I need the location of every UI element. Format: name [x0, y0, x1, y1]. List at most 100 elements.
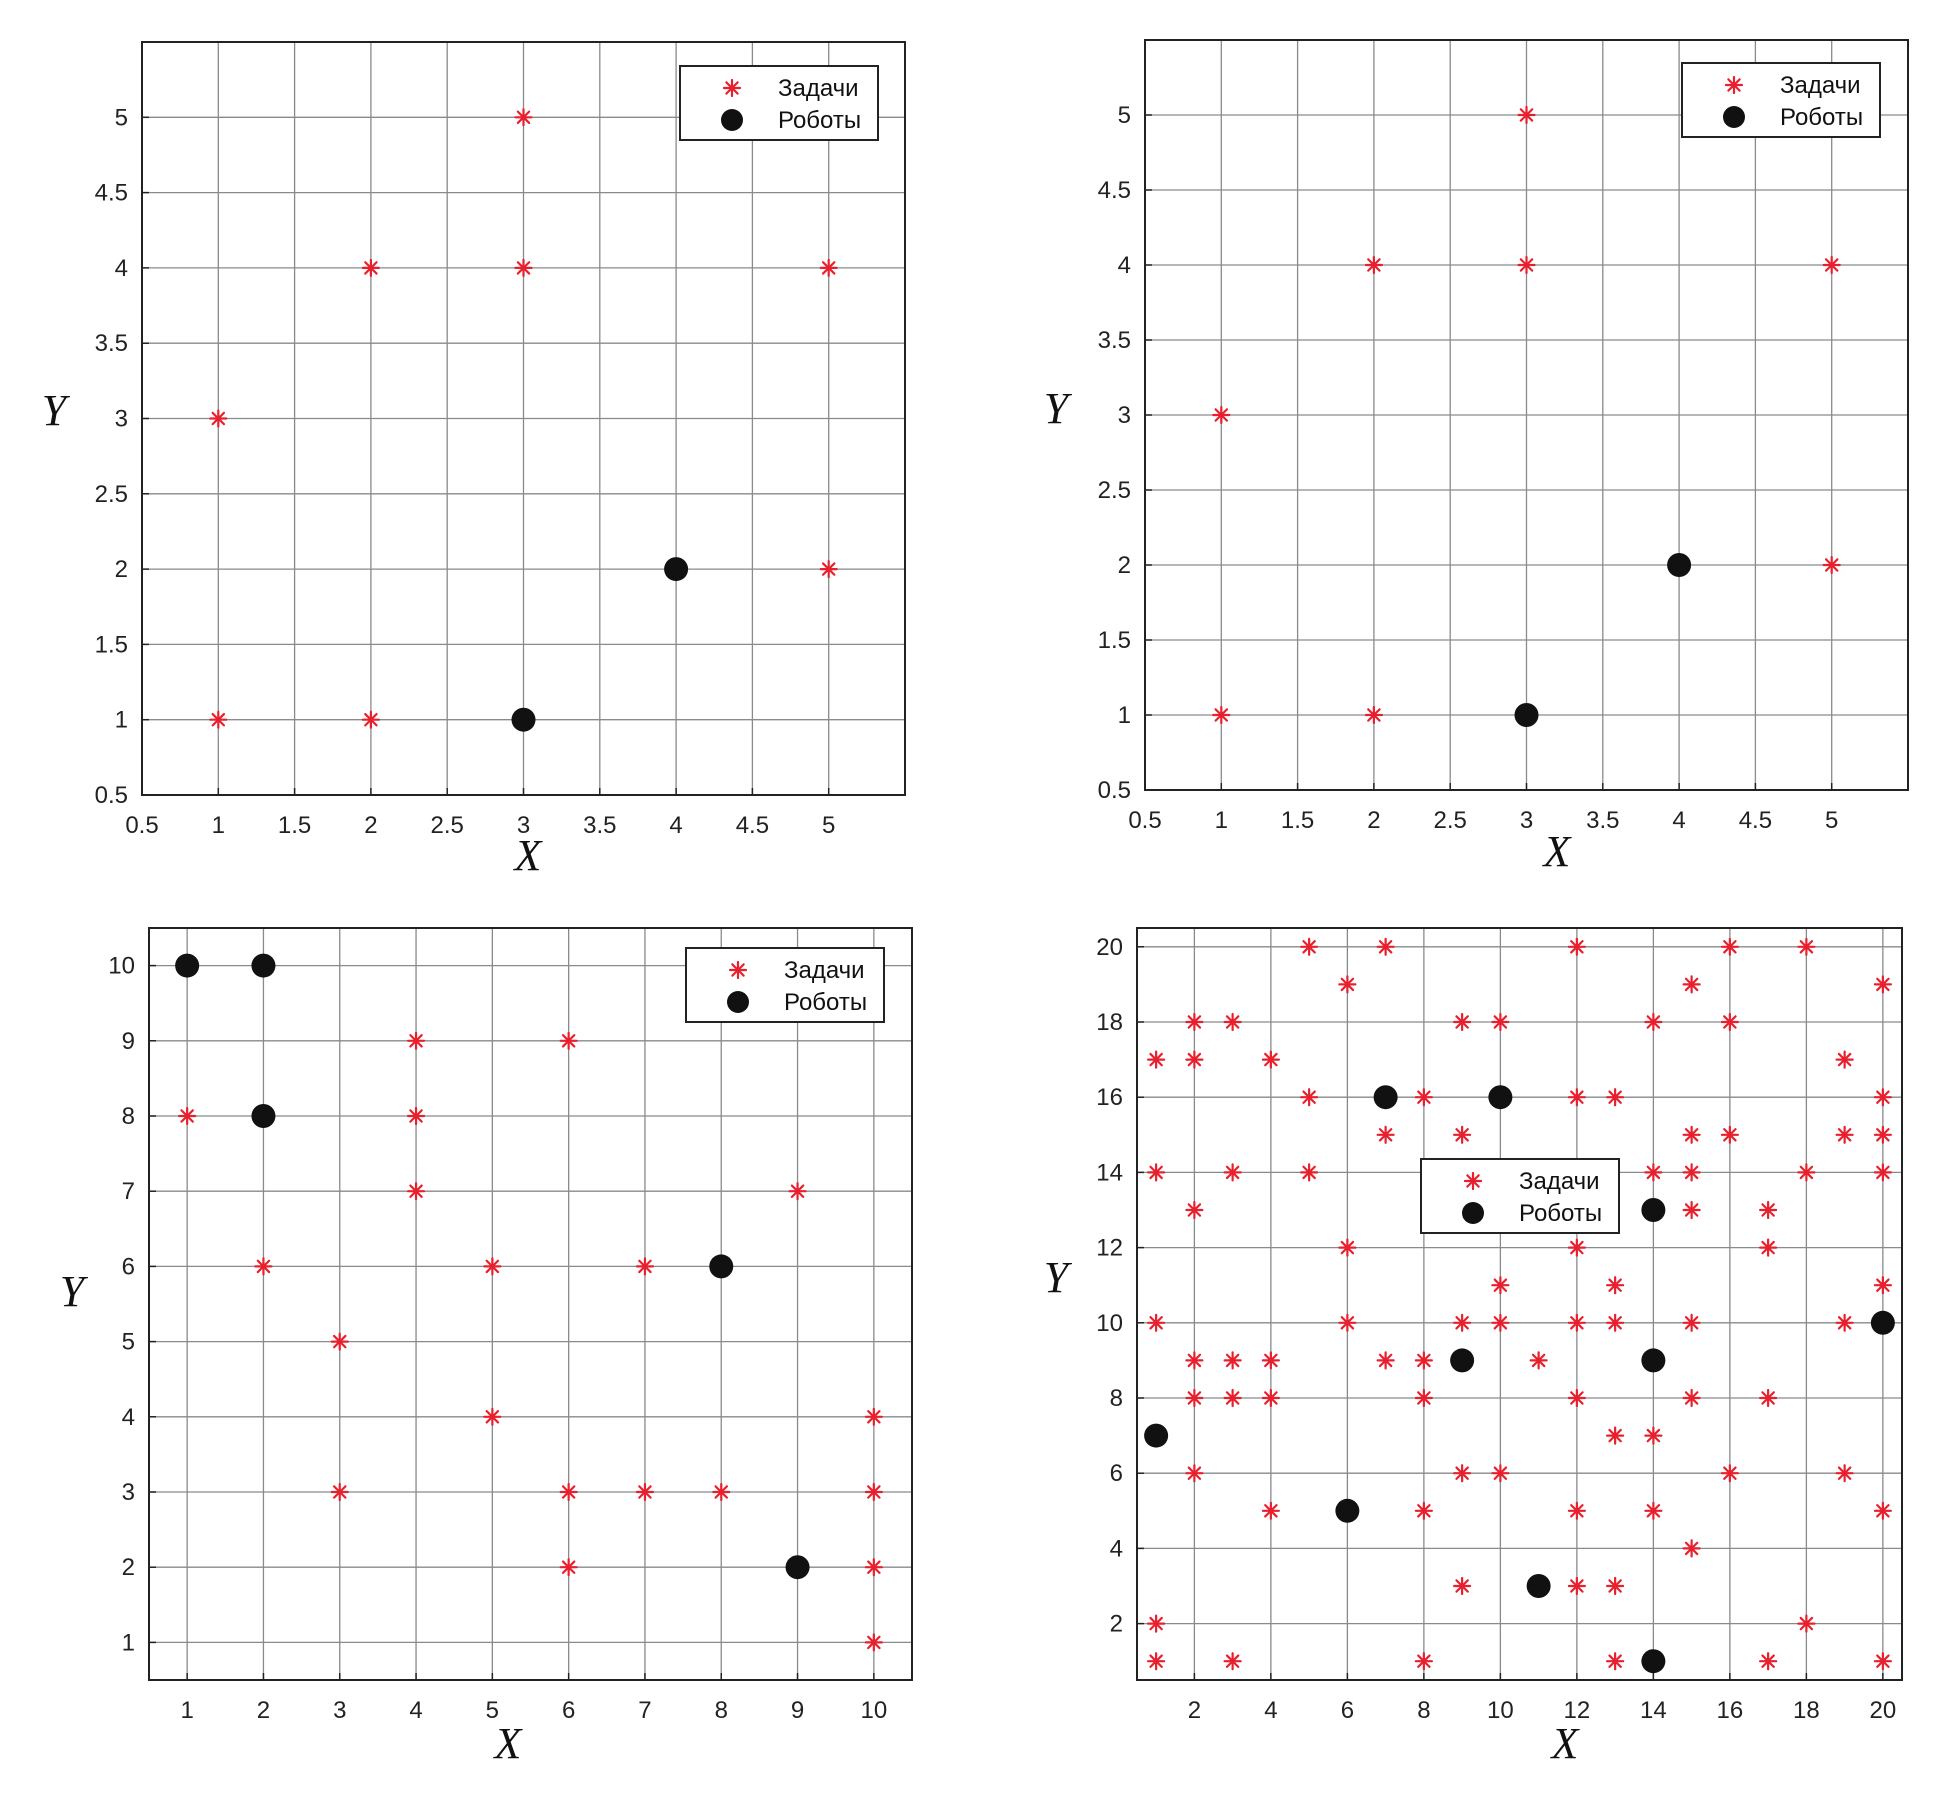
task-point-stroke	[1417, 1391, 1431, 1405]
task-point	[1185, 1388, 1204, 1408]
task-point-stroke	[485, 1259, 500, 1274]
legend-box	[1681, 62, 1881, 138]
y-tick-label: 3	[115, 406, 128, 433]
y-tick-label: 2.5	[95, 481, 128, 508]
task-point	[559, 1031, 578, 1050]
task-point-stroke	[1799, 1165, 1814, 1180]
plot-frame	[1136, 927, 1903, 1681]
task-point-stroke	[1455, 1316, 1469, 1330]
task-point	[209, 409, 228, 428]
task-point-stroke	[1570, 1316, 1584, 1330]
task-point-stroke	[1799, 940, 1814, 954]
y-tick-label: 7	[122, 1178, 135, 1205]
x-tick-label: 1	[180, 1697, 193, 1724]
y-tick-label: 2	[115, 556, 128, 583]
task-point-stroke	[561, 1560, 576, 1574]
task-point	[1682, 1388, 1701, 1408]
task-point	[1822, 255, 1841, 275]
x-tick-label: 18	[1793, 1697, 1820, 1724]
y-tick-label: 10	[1096, 1310, 1123, 1337]
task-point-stroke	[1493, 1278, 1508, 1292]
task-point-stroke	[638, 1485, 652, 1499]
task-point	[1491, 1276, 1510, 1295]
task-point	[1720, 1464, 1739, 1483]
task-point	[1567, 1501, 1586, 1520]
task-point	[1873, 975, 1892, 994]
x-tick-label: 2.5	[431, 812, 464, 839]
task-point	[1517, 105, 1536, 125]
y-tick-label: 4.5	[1098, 177, 1131, 204]
y-tick-label: 16	[1096, 1084, 1123, 1111]
task-point-stroke	[1378, 1128, 1393, 1142]
x-tick-label: 3.5	[1586, 807, 1619, 834]
y-tick-label: 12	[1096, 1235, 1123, 1262]
task-point	[1835, 1125, 1854, 1144]
task-point	[1364, 255, 1384, 275]
task-point	[1491, 1313, 1510, 1332]
task-point-stroke	[364, 261, 378, 275]
scatter-panel-bottom-left: 1 2 3 4 5 6 7 8 9 10 1 2 3 4 5 6 7 8 9 10 X Y Задачи Роботы	[60, 927, 913, 1768]
y-tick-label: 5	[122, 1329, 135, 1356]
task-point-stroke	[1876, 1090, 1890, 1104]
task-point-stroke	[1455, 1015, 1469, 1029]
legend: Задачи Роботы	[685, 947, 885, 1023]
task-point-stroke	[1187, 1203, 1202, 1217]
task-point-stroke	[1570, 1240, 1584, 1255]
y-tick-label: 3	[1118, 402, 1131, 429]
tasks-series	[1147, 937, 1892, 1671]
x-tick-label: 5	[1825, 807, 1838, 834]
task-point-stroke	[1378, 1353, 1393, 1368]
legend-entry-label: Задачи	[1519, 1168, 1600, 1195]
tasks-series	[178, 1031, 883, 1652]
x-tick-label: 4	[669, 812, 682, 839]
task-point-stroke	[1608, 1316, 1622, 1330]
task-point	[1644, 1501, 1663, 1520]
task-point	[864, 1633, 883, 1652]
task-point	[1797, 1163, 1816, 1182]
task-point-stroke	[1149, 1616, 1163, 1631]
task-point	[1644, 1426, 1663, 1445]
task-point-stroke	[1646, 1165, 1661, 1180]
task-point	[1835, 1050, 1854, 1069]
robot-point	[1870, 1310, 1895, 1335]
legend-task-marker	[1724, 75, 1744, 95]
plot-area	[1137, 928, 1902, 1680]
y-axis-label: Y	[1044, 384, 1073, 433]
y-tick-label: 0.5	[95, 782, 128, 809]
legend-entry-label: Задачи	[784, 957, 865, 984]
task-point	[1185, 1012, 1204, 1032]
task-point	[1644, 1012, 1663, 1032]
task-point-stroke	[1837, 1052, 1852, 1067]
x-axis-label: X	[513, 831, 544, 880]
y-tick-label: 5	[1118, 102, 1131, 129]
y-tick-label: 14	[1096, 1159, 1123, 1186]
task-point	[635, 1482, 655, 1502]
task-point	[1873, 1163, 1892, 1182]
x-tick-label: 4.5	[1739, 807, 1772, 834]
y-tick-label: 5	[115, 104, 128, 131]
task-point-stroke	[516, 261, 531, 275]
x-tick-label: 3	[1520, 807, 1533, 834]
task-point-stroke	[1684, 1165, 1699, 1180]
task-point-stroke	[1761, 1391, 1775, 1405]
x-tick-label: 2	[1188, 1697, 1201, 1724]
task-point	[406, 1182, 426, 1201]
task-point-stroke	[1340, 1240, 1355, 1255]
y-tick-label: 4	[122, 1404, 135, 1431]
task-point	[1491, 1464, 1510, 1483]
task-point	[361, 258, 380, 277]
task-point	[1453, 1464, 1472, 1483]
robot-point	[251, 1104, 276, 1128]
y-tick-label: 1.5	[95, 631, 128, 658]
y-tick-label: 2	[122, 1554, 135, 1581]
x-tick-label: 2	[1367, 807, 1380, 834]
task-point	[1720, 1125, 1739, 1144]
task-point-stroke	[332, 1485, 347, 1499]
legend: Задачи Роботы	[1681, 62, 1881, 138]
robots-series	[1514, 553, 1692, 727]
task-point	[1873, 1125, 1892, 1144]
task-point	[1797, 1614, 1816, 1633]
task-point	[1606, 1313, 1625, 1332]
task-point	[1822, 555, 1841, 575]
y-tick-label: 3	[122, 1479, 135, 1506]
